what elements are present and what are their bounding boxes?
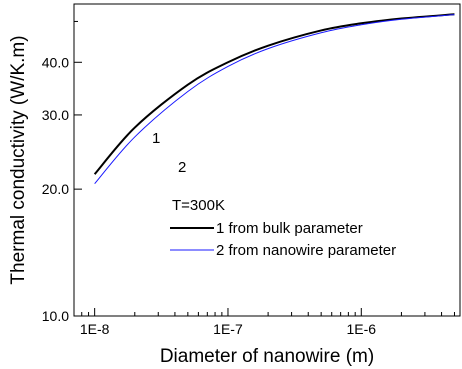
x-axis-ticks: 1E-8 1E-7 1E-6 — [73, 308, 455, 337]
y-tick-label-2: 30.0 — [42, 107, 69, 123]
curve-label-1: 1 — [152, 130, 160, 147]
legend-label-series-1: 1 from bulk parameter — [216, 220, 363, 237]
curve-label-2: 2 — [178, 159, 186, 176]
legend-title: T=300K — [172, 197, 225, 214]
y-tick-label-3: 40.0 — [42, 54, 69, 70]
x-tick-label-2: 1E-6 — [347, 321, 377, 337]
x-tick-label-1: 1E-7 — [213, 321, 243, 337]
legend-label-series-2: 2 from nanowire parameter — [216, 242, 396, 259]
y-axis-ticks: 10.0 20.0 30.0 40.0 — [42, 20, 82, 324]
y-tick-label-0: 10.0 — [42, 308, 69, 324]
series-line-1 — [93, 13, 455, 175]
plot-frame — [73, 3, 461, 317]
series-line-2 — [94, 14, 455, 185]
y-tick-label-1: 20.0 — [42, 181, 69, 197]
series-lines — [93, 13, 455, 185]
x-axis-title: Diameter of nanowire (m) — [160, 346, 374, 367]
y-axis-title: Thermal conductivity (W/K.m) — [8, 35, 29, 284]
x-tick-label-0: 1E-8 — [80, 321, 110, 337]
